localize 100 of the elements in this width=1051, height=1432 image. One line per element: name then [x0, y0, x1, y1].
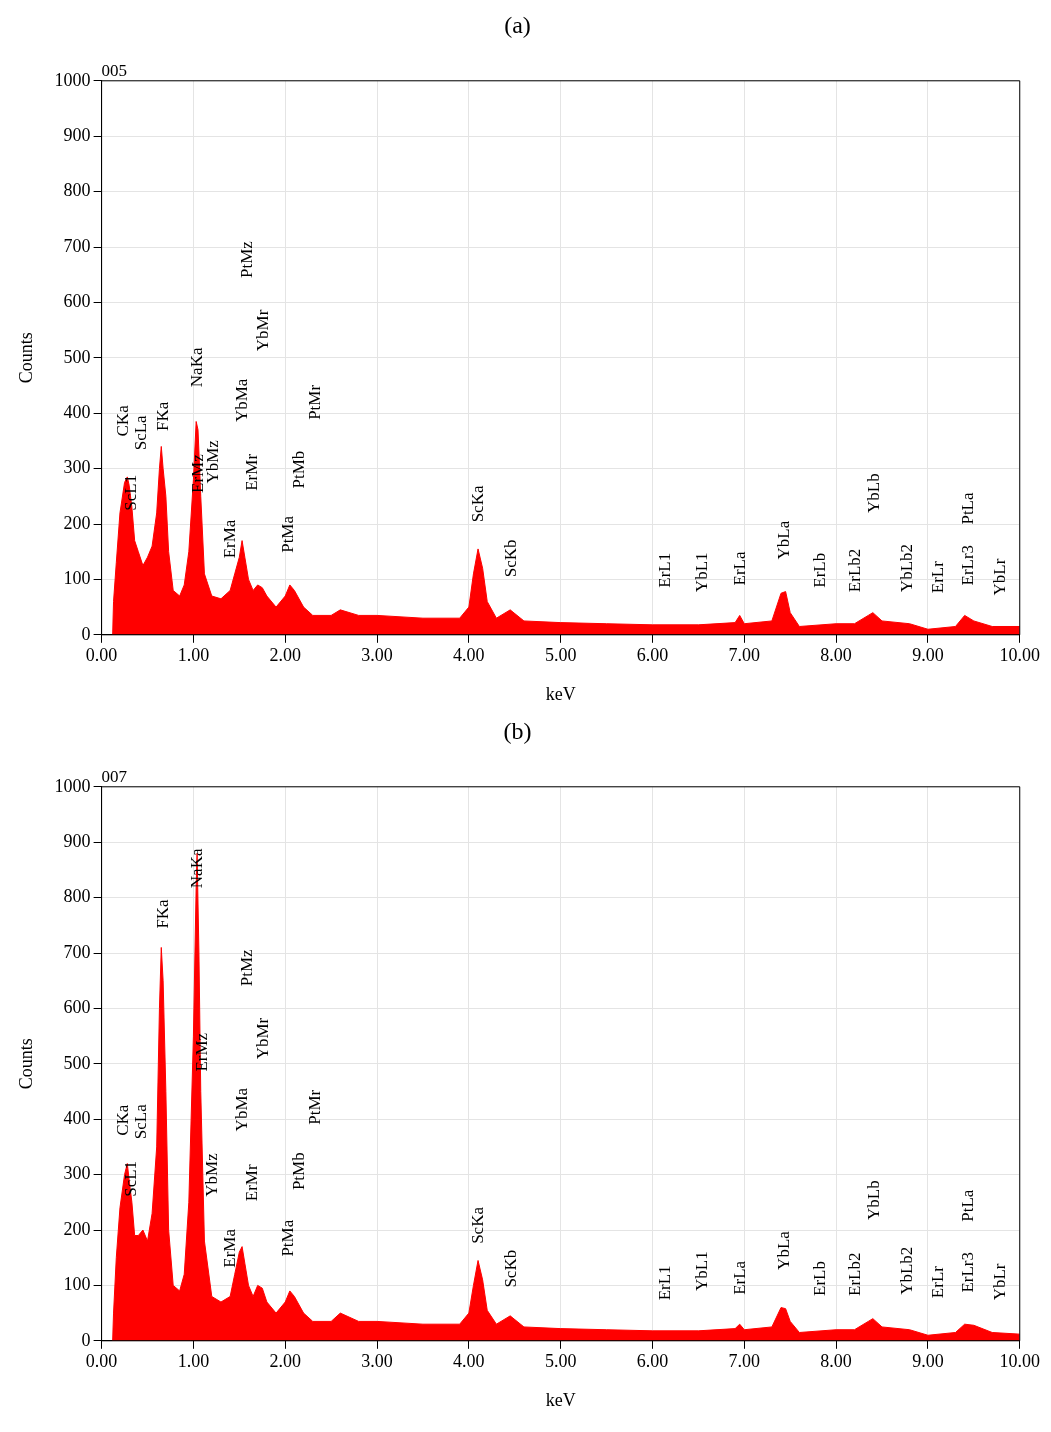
x-tick-label: 6.00	[636, 645, 669, 666]
x-tick-label: 1.00	[177, 645, 210, 666]
y-tick-label: 100	[63, 1274, 91, 1295]
annotation: CKa	[113, 1104, 133, 1136]
x-tick-label: 9.00	[912, 645, 944, 666]
y-tick-label: 800	[63, 886, 91, 907]
y-tick-label: 1000	[54, 69, 91, 90]
annotation: ScL1	[121, 474, 141, 511]
x-tick-label: 0.00	[85, 645, 118, 666]
y-axis-title: Counts	[15, 332, 36, 384]
x-tick-label: 9.00	[912, 1351, 944, 1372]
y-tick-label: 600	[63, 997, 91, 1018]
annotation: ErMa	[219, 1228, 239, 1268]
y-tick-label: 600	[63, 291, 91, 312]
y-tick-label: 700	[63, 941, 91, 962]
x-tick-label: 8.00	[820, 1351, 852, 1372]
y-tick-label: 400	[63, 401, 91, 422]
y-tick-label: 300	[63, 457, 91, 478]
x-tick-label: 7.00	[728, 1351, 761, 1372]
annotation: FKa	[152, 401, 172, 431]
y-tick-label: 200	[63, 1218, 91, 1239]
y-tick-label: 200	[63, 512, 91, 533]
annotation: ErMr	[241, 453, 261, 491]
y-tick-label: 0	[81, 623, 91, 644]
annotation: CKa	[113, 404, 133, 437]
chart-subtitle: 005	[101, 60, 128, 80]
y-tick-label: 500	[63, 1052, 91, 1073]
annotation: YbLa	[774, 520, 794, 560]
annotation: PtMr	[305, 1089, 324, 1125]
annotation: YbLb	[864, 1180, 884, 1221]
annotation: PtMr	[305, 384, 324, 420]
x-tick-label: 5.00	[544, 1351, 577, 1372]
annotation: ErLb	[809, 1260, 829, 1296]
y-tick-label: 300	[63, 1163, 91, 1184]
annotation: ErLr	[927, 560, 947, 594]
annotation: ScKa	[468, 1206, 488, 1244]
annotation: YbLa	[774, 1230, 794, 1270]
x-tick-label: 2.00	[269, 645, 301, 666]
annotation: ErMa	[219, 519, 239, 559]
annotation: ErLb2	[844, 548, 864, 593]
annotation: YbLb	[864, 473, 884, 513]
y-tick-label: 100	[63, 568, 91, 589]
annotation: YbL1	[692, 1251, 712, 1291]
y-tick-label: 800	[63, 180, 91, 201]
annotation: PtLa	[957, 491, 977, 525]
y-tick-label: 400	[63, 1107, 91, 1128]
x-tick-label: 1.00	[177, 1351, 210, 1372]
annotation: ErLr3	[957, 1252, 977, 1293]
annotation: ScKb	[500, 1249, 520, 1288]
x-tick-label: 6.00	[636, 1351, 669, 1372]
x-tick-label: 7.00	[728, 645, 761, 666]
annotation: PtMz	[237, 948, 257, 987]
chart-title: (a)	[504, 11, 531, 38]
annotation: ErLr	[927, 1265, 947, 1299]
annotation: ErLb2	[844, 1252, 864, 1296]
x-axis-title: keV	[545, 683, 576, 704]
annotation: YbMa	[231, 378, 251, 423]
annotation: PtMa	[278, 1219, 298, 1257]
x-tick-label: 0.00	[85, 1351, 118, 1372]
y-axis-title: Counts	[15, 1038, 36, 1090]
annotation: YbL1	[692, 552, 712, 593]
annotation: YbMz	[202, 1152, 222, 1197]
annotation: PtLa	[957, 1189, 977, 1222]
annotation: ErL1	[654, 1265, 674, 1301]
x-tick-label: 2.00	[269, 1351, 301, 1372]
x-tick-label: 5.00	[544, 645, 577, 666]
annotation: PtMb	[289, 450, 309, 489]
annotation: ScKa	[468, 485, 488, 523]
x-tick-label: 10.00	[999, 1351, 1040, 1372]
chart-title: (b)	[503, 717, 532, 744]
annotation: ErLr3	[957, 544, 977, 586]
annotation: ScLa	[130, 414, 150, 451]
annotation: YbMz	[203, 439, 223, 484]
y-tick-label: 700	[63, 235, 91, 256]
x-tick-label: 3.00	[361, 1351, 393, 1372]
annotation: ErMr	[241, 1164, 261, 1202]
annotation: NaKa	[186, 848, 206, 889]
y-tick-label: 900	[63, 124, 91, 145]
x-tick-label: 4.00	[453, 645, 485, 666]
y-tick-label: 1000	[54, 775, 91, 796]
annotation: ErLa	[730, 551, 750, 586]
annotation: YbMr	[252, 1017, 272, 1060]
x-tick-label: 3.00	[361, 645, 393, 666]
chart-subtitle: 007	[101, 766, 128, 786]
annotation: YbLr	[989, 1263, 1009, 1301]
y-tick-label: 500	[63, 346, 91, 367]
annotation: PtMz	[237, 240, 257, 279]
x-tick-label: 10.00	[999, 645, 1040, 666]
x-axis-title: keV	[545, 1389, 576, 1410]
annotation: ErLa	[730, 1260, 750, 1295]
annotation: ErLb	[809, 552, 829, 588]
annotation: NaKa	[186, 347, 206, 388]
y-tick-label: 0	[81, 1329, 91, 1350]
annotation: YbLr	[989, 558, 1009, 596]
annotation: ErL1	[654, 552, 674, 588]
annotation: YbMr	[252, 309, 272, 352]
annotation: FKa	[152, 898, 172, 929]
annotation: ScL1	[121, 1160, 141, 1197]
annotation: YbLb2	[897, 1246, 917, 1295]
annotation: ScKb	[500, 539, 520, 578]
